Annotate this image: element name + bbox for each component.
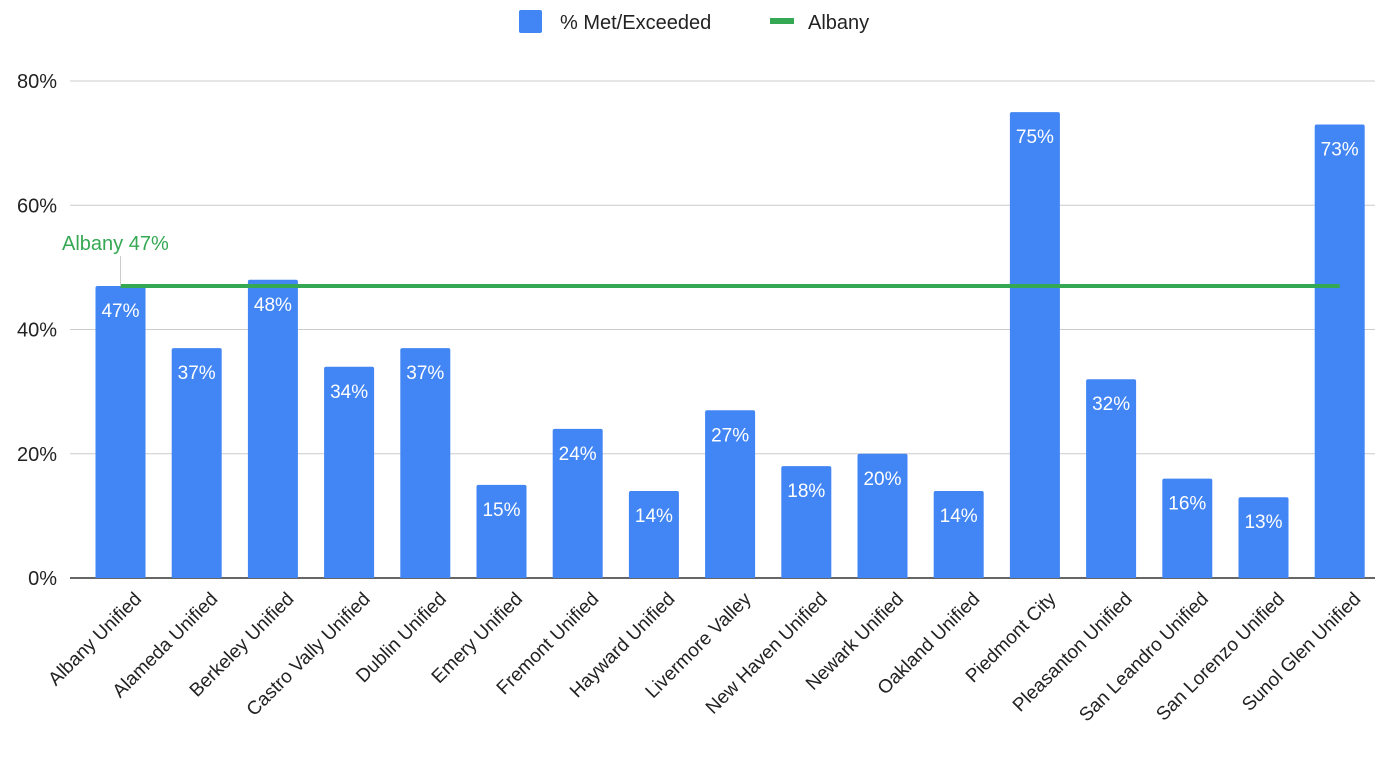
bar-value-label: 73% [1321,139,1359,160]
y-tick-label: 0% [28,568,57,590]
bar-value-label: 32% [1092,394,1130,415]
bar [705,410,756,578]
bar-labels: 47% 37% 48% 34% 37% 15% 24% 14% 27% 18% 20% 14% 75% 3… [101,127,1358,533]
bar [1009,112,1060,578]
bar-value-label: 47% [101,301,139,322]
legend-label-met-exceeded: % Met/Exceeded [560,12,711,34]
bar [171,348,222,578]
y-tick-label: 40% [17,320,57,342]
bar-value-label: 34% [330,382,368,403]
albany-reference-label: Albany 47% [62,233,169,255]
x-category-label: San Lorenzo Unified [1152,589,1289,726]
bar-value-label: 27% [711,425,749,446]
legend-label-albany: Albany [808,12,869,34]
bar-value-label: 24% [559,444,597,465]
bar-value-label: 14% [635,506,673,527]
bar-value-label: 37% [178,363,216,384]
albany-reference-line-group: Albany 47% [62,233,1340,289]
x-category-label: San Leandro Unified [1075,589,1212,726]
legend-swatch-albany [770,18,794,24]
bar-value-label: 16% [1168,494,1206,515]
y-tick-label: 20% [17,444,57,466]
bar [1314,124,1365,579]
y-axis-labels: 0% 20% 40% 60% 80% [17,71,57,590]
bar [476,484,527,578]
bar [781,466,832,578]
legend-swatch-met-exceeded [519,10,542,33]
bar-value-label: 15% [482,500,520,521]
bar-value-label: 37% [406,363,444,384]
bars [95,112,1365,579]
bar-value-label: 13% [1244,512,1282,533]
bar-value-label: 14% [940,506,978,527]
y-tick-label: 60% [17,195,57,217]
bar-value-label: 20% [863,469,901,490]
bar-value-label: 48% [254,295,292,316]
bar [552,428,603,578]
bar [933,491,984,578]
bar-value-label: 75% [1016,127,1054,148]
bar [400,348,451,578]
bar-value-label: 18% [787,481,825,502]
bar [247,279,298,578]
bar [628,491,679,578]
legend: % Met/Exceeded Albany [519,10,869,34]
bar [857,453,908,578]
bar [1162,478,1213,578]
bar [1238,497,1289,578]
y-tick-label: 80% [17,71,57,93]
bar [95,286,146,578]
bar [324,366,375,578]
bar [1086,379,1137,578]
